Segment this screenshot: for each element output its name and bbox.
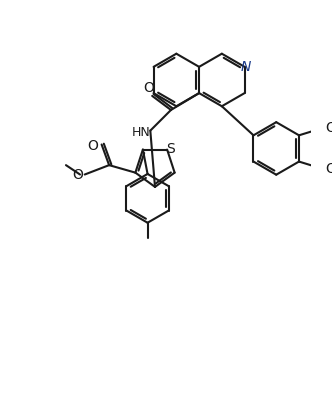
Text: O: O	[143, 81, 154, 95]
Text: O: O	[325, 121, 332, 135]
Text: O: O	[88, 140, 99, 153]
Text: O: O	[72, 168, 83, 182]
Text: HN: HN	[131, 126, 150, 139]
Text: S: S	[167, 142, 175, 156]
Text: O: O	[325, 162, 332, 176]
Text: N: N	[240, 60, 251, 74]
